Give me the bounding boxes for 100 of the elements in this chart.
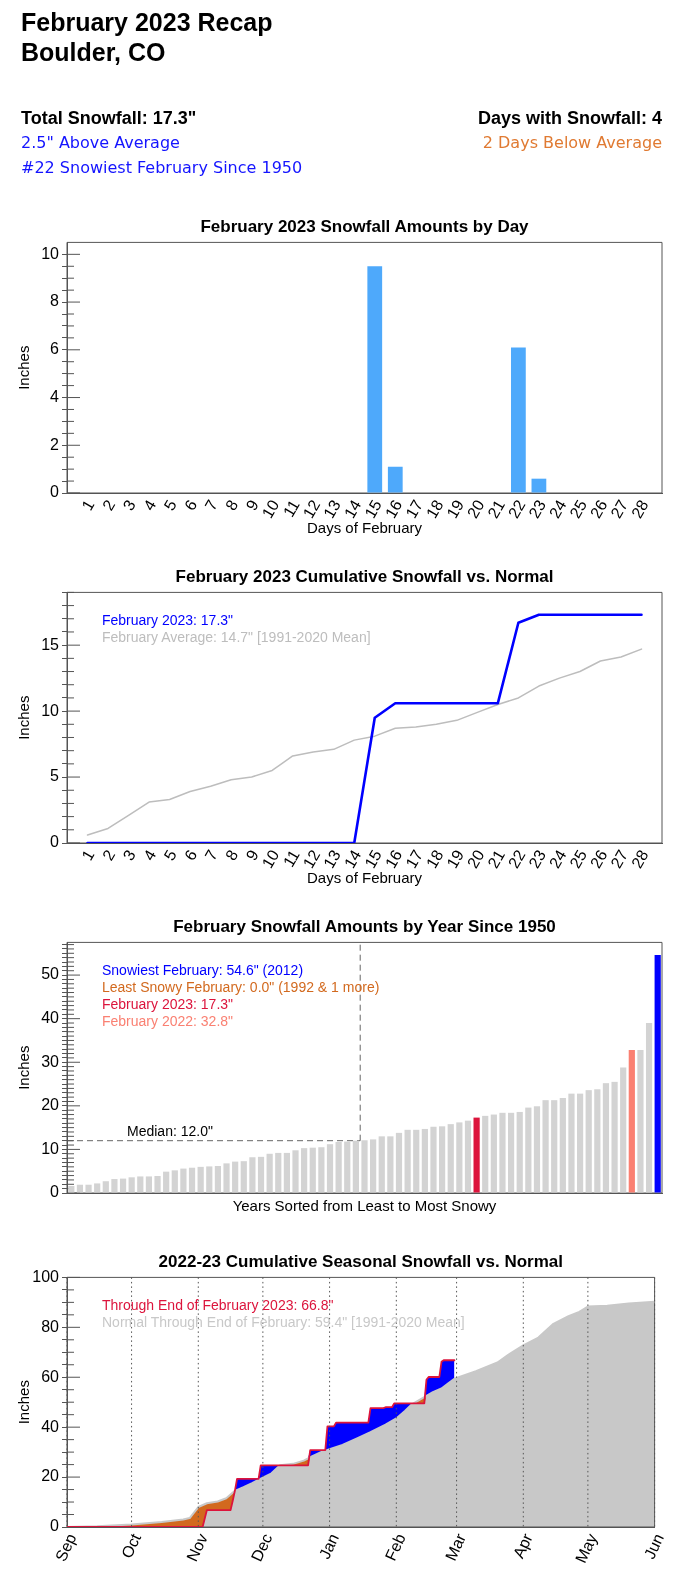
bar (413, 1129, 420, 1193)
x-tick-label: Nov (183, 1531, 211, 1564)
text: February 2023 Recap (21, 7, 273, 37)
ref-line-label: Median: 12.0" (127, 1122, 213, 1139)
bar (654, 955, 661, 1193)
x-tick-label: 4 (140, 846, 160, 864)
text: February 2022: 32.8" (102, 1013, 234, 1030)
x-tick-label: Mar (441, 1530, 470, 1564)
bar (137, 1176, 144, 1193)
bar (240, 1161, 247, 1193)
bar (387, 466, 403, 493)
bar (602, 1083, 610, 1193)
text: Days with Snowfall: 4 (477, 107, 662, 129)
text: Snowiest February: 54.6" (2012) (102, 962, 304, 979)
y-axis-title: Inches (15, 1045, 33, 1090)
y-tick-label: 0 (50, 833, 60, 851)
bar (576, 1093, 584, 1193)
x-axis-title: Years Sorted from Least to Most Snowy (232, 1197, 497, 1215)
bar (180, 1168, 187, 1193)
bar (456, 1122, 463, 1193)
x-axis-title: Days of February (306, 519, 423, 537)
x-tick-label: Feb (381, 1530, 409, 1564)
bar (309, 1147, 316, 1193)
x-tick-label: Jun (640, 1531, 668, 1562)
y-tick-label: 30 (41, 1052, 60, 1070)
bar (378, 1136, 385, 1193)
chart-title: February Snowfall Amounts by Year Since 1950 (173, 916, 556, 936)
text: February 2023: 17.3" (102, 996, 234, 1013)
x-tick-label: 7 (201, 496, 221, 514)
y-tick-label: 20 (41, 1467, 60, 1485)
x-tick-label: Dec (247, 1531, 276, 1564)
bar (516, 1111, 523, 1193)
bar (551, 1100, 558, 1193)
x-tick-label: 2 (99, 496, 119, 514)
y-tick-label: 0 (50, 1183, 60, 1201)
y-axis-title: Inches (15, 345, 33, 390)
legend-label: Least Snowy February: 0.0" (1992 & 1 more) (102, 979, 380, 996)
y-tick-label: 8 (50, 292, 60, 310)
bar (257, 1156, 265, 1193)
bar (344, 1141, 351, 1193)
chart-title: February 2023 Snowfall Amounts by Day (200, 216, 530, 236)
bar (473, 1117, 480, 1193)
bar (421, 1128, 428, 1193)
x-tick-label: 8 (222, 846, 242, 864)
bar (145, 1176, 153, 1193)
bar (370, 1139, 377, 1193)
x-tick-label: 8 (222, 496, 242, 514)
bar (404, 1129, 411, 1193)
y-tick-label: 10 (41, 701, 60, 719)
bar (645, 1023, 653, 1193)
y-tick-label: 80 (41, 1317, 60, 1335)
bar (611, 1081, 618, 1193)
x-tick-label: 5 (160, 846, 180, 864)
bar (266, 1153, 273, 1193)
bar (525, 1107, 532, 1193)
y-tick-label: 2 (50, 435, 60, 453)
bar (111, 1179, 118, 1193)
y-axis-title: Inches (15, 1380, 33, 1425)
bar (559, 1097, 566, 1193)
bar (361, 1140, 368, 1193)
bar (482, 1115, 489, 1193)
y-tick-label: 100 (32, 1267, 60, 1285)
text: February Average: 14.7" [1991-2020 Mean] (102, 629, 371, 646)
x-tick-label: Oct (118, 1530, 145, 1561)
bar (292, 1150, 299, 1193)
bar (531, 478, 547, 493)
text: Total Snowfall: 17.3" (21, 107, 197, 129)
bar (464, 1120, 472, 1193)
bar (352, 1140, 359, 1193)
bar (163, 1171, 170, 1193)
text: 2.5" Above Average (21, 132, 180, 154)
text: Through End of February 2023: 66.8" (102, 1297, 334, 1314)
y-tick-label: 4 (50, 387, 60, 405)
bar (206, 1166, 213, 1193)
bar (94, 1183, 101, 1193)
bar (387, 1136, 394, 1193)
x-tick-label: 5 (160, 496, 180, 514)
bar (275, 1152, 282, 1193)
y-tick-label: 15 (41, 635, 60, 653)
x-tick-label: Jan (315, 1531, 343, 1562)
bar (326, 1144, 334, 1193)
chart-title: February 2023 Cumulative Snowfall vs. Normal (175, 566, 554, 586)
bar (533, 1106, 541, 1193)
y-tick-label: 20 (41, 1096, 60, 1114)
bar (318, 1147, 325, 1193)
y-tick-label: 60 (41, 1367, 60, 1385)
y-tick-label: 10 (41, 1139, 60, 1157)
bar (367, 266, 383, 493)
bar (499, 1112, 506, 1193)
bar (585, 1090, 592, 1193)
bar (430, 1126, 437, 1193)
x-tick-label: 6 (181, 496, 201, 514)
x-tick-label: 7 (201, 846, 221, 864)
bar (628, 1050, 635, 1193)
text: 2 Days Below Average (482, 132, 662, 154)
bar (594, 1089, 601, 1193)
y-tick-label: 40 (41, 1009, 60, 1027)
bar (568, 1093, 575, 1193)
bar (542, 1100, 549, 1193)
y-tick-label: 6 (50, 340, 60, 358)
